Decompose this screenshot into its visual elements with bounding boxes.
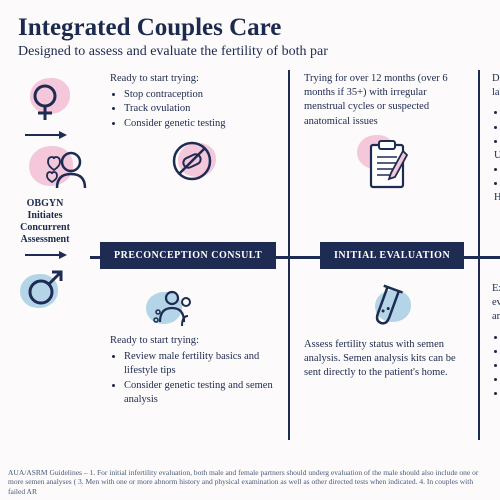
stage3-top: Divlab B H T U C U H — [492, 72, 500, 206]
female-icon — [22, 80, 68, 126]
stage3-bottom: Exteevaland I T I I S — [492, 282, 500, 401]
no-pill-icon — [170, 139, 214, 183]
diagram-content: OBGYN Initiates Concurrent Assessment Re… — [0, 64, 500, 454]
doctor-icon — [150, 286, 194, 330]
page-title: Integrated Couples Care — [18, 14, 482, 42]
footer-guidelines: AUA/ASRM Guidelines – 1. For initial inf… — [8, 468, 492, 496]
testtube-icon — [365, 282, 409, 330]
stage2-bottom-text: Assess fertility status with semen analy… — [304, 338, 469, 381]
stage1-top-lead: Ready to start trying: — [110, 72, 270, 86]
stage-preconception: Ready to start trying: Stop contraceptio… — [90, 64, 290, 454]
stage1-bottom-bullets: Review male fertility basics and lifesty… — [118, 350, 280, 407]
stage1-label: PRECONCEPTION CONSULT — [100, 242, 276, 269]
stage1-bottom: Ready to start trying: Review male ferti… — [110, 282, 280, 407]
page-subtitle: Designed to assess and evaluate the fert… — [18, 44, 482, 60]
obgyn-label: OBGYN Initiates Concurrent Assessment — [10, 198, 80, 246]
male-icon — [22, 264, 68, 310]
stages-container: Ready to start trying: Stop contraceptio… — [90, 64, 500, 454]
arrow-icon — [25, 254, 65, 256]
stage2-top-text: Trying for over 12 months (over 6 months… — [304, 72, 469, 129]
obgyn-icon — [19, 144, 71, 196]
clipboard-icon — [363, 139, 411, 193]
stage-initial-eval: Trying for over 12 months (over 6 months… — [290, 64, 480, 454]
stage1-top-bullets: Stop contraception Track ovulation Consi… — [118, 88, 270, 131]
stage2-top: Trying for over 12 months (over 6 months… — [304, 72, 469, 193]
arrow-icon — [25, 134, 65, 136]
obgyn-block: OBGYN Initiates Concurrent Assessment — [10, 144, 80, 246]
stage-partial: Divlab B H T U C U H Exteevaland I T I I — [480, 64, 500, 454]
stage2-label: INITIAL EVALUATION — [320, 242, 464, 269]
stage2-bottom: Assess fertility status with semen analy… — [304, 282, 469, 381]
stage1-bottom-lead: Ready to start trying: — [110, 334, 280, 348]
stage1-top: Ready to start trying: Stop contraceptio… — [110, 72, 270, 187]
left-column: OBGYN Initiates Concurrent Assessment — [10, 74, 80, 316]
